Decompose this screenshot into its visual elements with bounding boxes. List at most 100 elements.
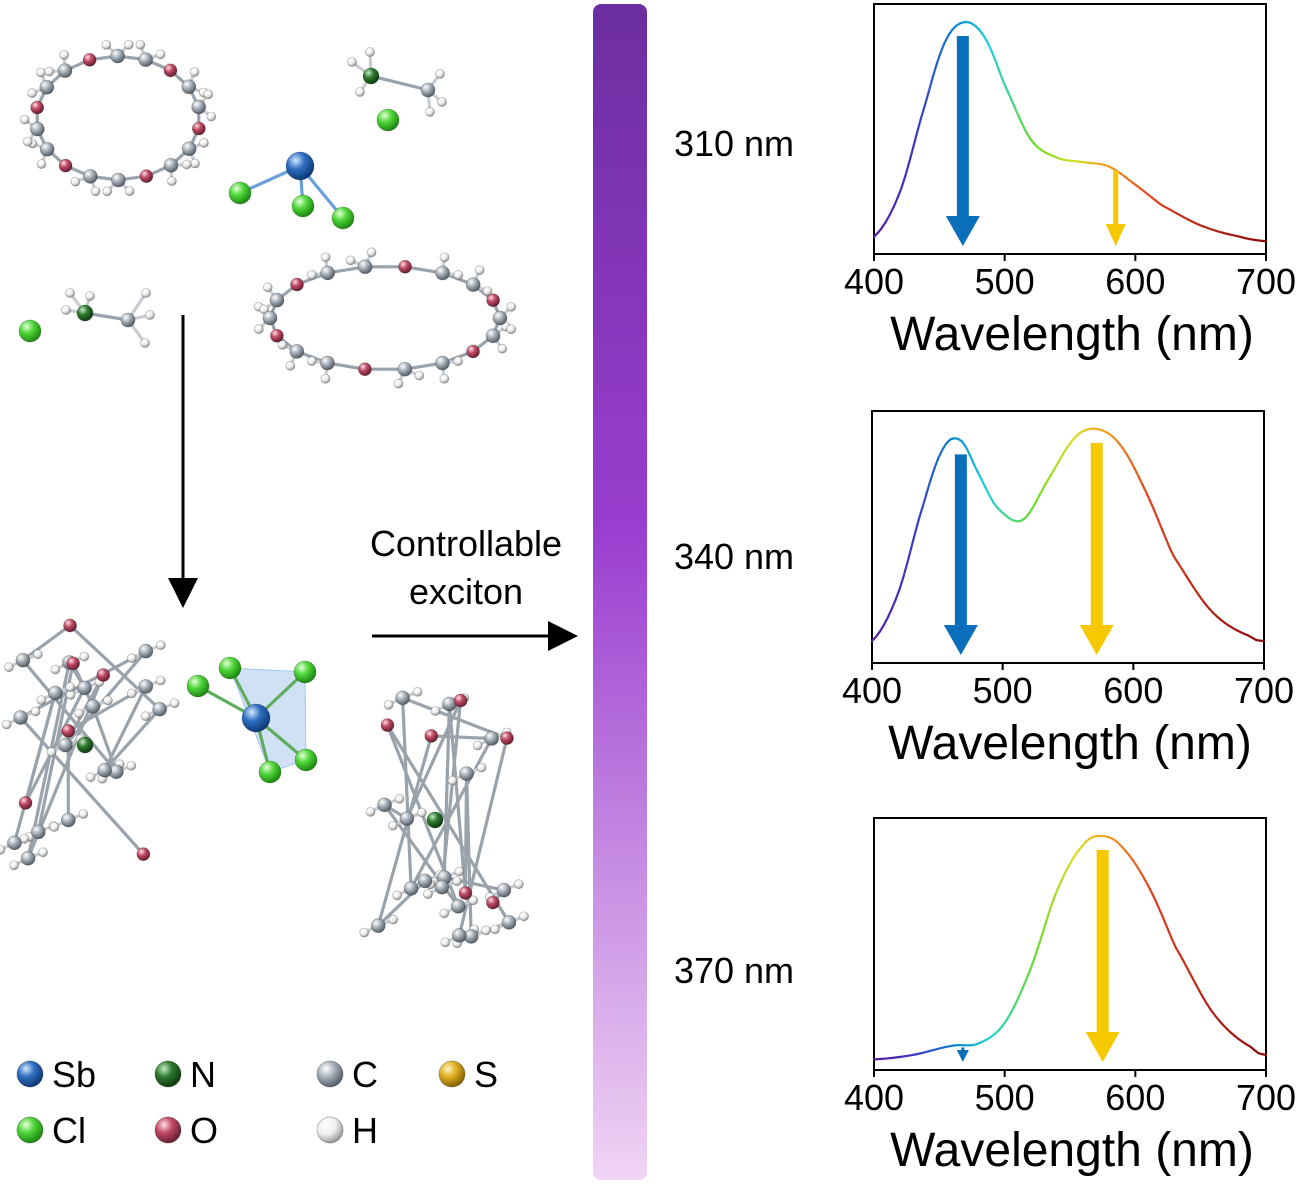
- x-axis-label: Wavelength (nm): [888, 717, 1252, 770]
- atom-c: [269, 292, 285, 308]
- atom-h: [169, 698, 180, 709]
- atom-o: [163, 63, 178, 78]
- atom-c: [484, 731, 500, 746]
- emission-spectra: 400 500 600 700 Wavelength (nm) 400 500 600 700 W…: [842, 3, 1296, 1177]
- atom-h: [439, 252, 450, 263]
- atom-c: [434, 879, 450, 895]
- atom-c: [496, 882, 512, 898]
- atom-h: [387, 820, 398, 831]
- bond: [12, 691, 57, 845]
- atom-h: [1, 719, 12, 730]
- atom-h: [65, 682, 76, 692]
- atom-h: [285, 360, 296, 371]
- atom-c: [7, 835, 22, 851]
- legend-label: O: [190, 1110, 218, 1151]
- atom-sb: [241, 703, 271, 733]
- atom-h: [306, 269, 317, 280]
- legend-item-cl: Cl: [16, 1110, 86, 1151]
- x-tick-label: 700: [1236, 1077, 1296, 1118]
- x-tick-label: 500: [973, 670, 1033, 711]
- atom-c: [47, 685, 63, 701]
- atom-h: [19, 114, 30, 125]
- atom-h: [365, 47, 375, 57]
- x-axis-label: Wavelength (nm): [890, 308, 1254, 361]
- atom-o: [63, 618, 77, 633]
- atom-c: [110, 172, 126, 188]
- bond: [401, 696, 413, 891]
- atom-c: [57, 737, 73, 753]
- element-legend: Sb N C S Cl O H: [16, 1054, 498, 1151]
- emission-arrow-blue: [956, 1047, 969, 1062]
- x-tick-label: 500: [975, 261, 1035, 302]
- legend-item-n: N: [154, 1054, 216, 1095]
- legend-swatch: [316, 1060, 344, 1088]
- atom-h: [355, 87, 365, 97]
- atom-h: [347, 57, 357, 67]
- atom-h: [452, 876, 462, 887]
- atom-h: [476, 762, 487, 773]
- atom-c: [451, 928, 467, 943]
- atom-h: [199, 138, 209, 148]
- atom-h: [103, 695, 113, 706]
- plot-frame: [873, 817, 1267, 1071]
- legend-swatch: [16, 1116, 44, 1144]
- x-tick-label: 600: [1105, 261, 1165, 302]
- atom-h: [44, 66, 55, 77]
- atom-o: [136, 847, 151, 862]
- atom-h: [79, 651, 90, 662]
- atom-h: [425, 107, 435, 117]
- atom-o: [269, 328, 284, 343]
- atom-h: [414, 370, 425, 381]
- atom-c: [465, 277, 481, 293]
- legend-label: C: [352, 1054, 378, 1095]
- bond: [21, 658, 118, 774]
- atom-cl: [258, 760, 282, 784]
- legend-swatch: [316, 1116, 344, 1144]
- atom-c: [39, 141, 55, 157]
- atom-c: [370, 918, 386, 934]
- atom-o: [424, 729, 439, 743]
- atom-o: [466, 344, 480, 359]
- atom-h: [392, 890, 403, 901]
- atom-h: [70, 176, 81, 187]
- atom-h: [141, 288, 151, 298]
- atom-h: [85, 291, 95, 301]
- legend-label: N: [190, 1054, 216, 1095]
- atom-c: [13, 710, 29, 725]
- atom-o: [500, 731, 514, 746]
- atom-h: [490, 924, 500, 935]
- atom-h: [359, 927, 370, 938]
- legend-label: H: [352, 1110, 378, 1151]
- legend-item-o: O: [154, 1110, 218, 1151]
- atom-c: [435, 355, 450, 371]
- atom-c: [191, 99, 207, 115]
- atom-c: [97, 762, 113, 778]
- x-tick-label: 700: [1234, 670, 1294, 711]
- atom-h: [320, 252, 331, 263]
- x-tick-label: 700: [1236, 261, 1296, 302]
- atom-c: [39, 79, 55, 95]
- arrow-label-line-1: Controllable: [370, 523, 562, 564]
- atom-c: [435, 265, 450, 281]
- atom-sb: [285, 151, 315, 181]
- spectrum-line: [872, 834, 1268, 1061]
- atom-o: [485, 895, 500, 910]
- atom-h: [453, 270, 464, 280]
- atom-c: [501, 914, 517, 930]
- atom-o: [358, 362, 372, 377]
- atom-h: [393, 378, 404, 389]
- atom-h: [506, 324, 517, 335]
- atom-h: [50, 664, 61, 675]
- atom-h: [126, 760, 137, 771]
- atom-c: [397, 361, 413, 377]
- atom-h: [155, 640, 166, 651]
- bond: [103, 684, 148, 772]
- atom-h: [189, 67, 200, 77]
- spectrum-line: [872, 21, 1268, 243]
- bond: [376, 734, 433, 928]
- atom-c: [82, 168, 98, 184]
- atom-h: [365, 806, 376, 817]
- atom-o: [30, 100, 45, 115]
- atom-h: [366, 247, 377, 258]
- atom-h: [124, 186, 135, 197]
